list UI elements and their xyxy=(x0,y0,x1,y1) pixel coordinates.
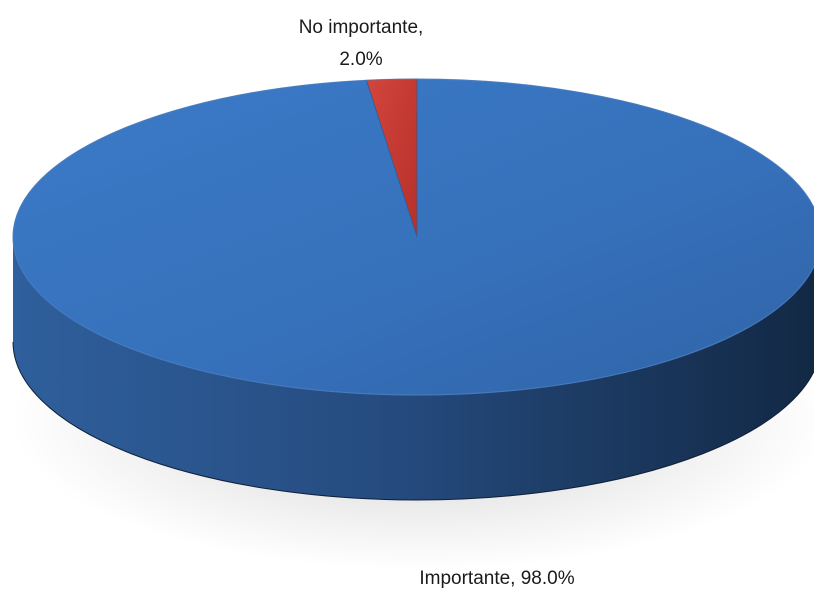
pie-side-importante xyxy=(13,237,814,500)
pie-top-edge xyxy=(12,78,814,396)
pie-bottom-rim xyxy=(12,341,814,501)
pie-side-walls xyxy=(12,237,814,501)
pie-top-slices xyxy=(12,78,814,396)
data-label-importante: Importante, 98.0% xyxy=(419,568,574,589)
data-label-no-importante-line2: 2.0% xyxy=(339,49,382,70)
data-label-no-importante-line1: No importante, xyxy=(299,17,424,38)
